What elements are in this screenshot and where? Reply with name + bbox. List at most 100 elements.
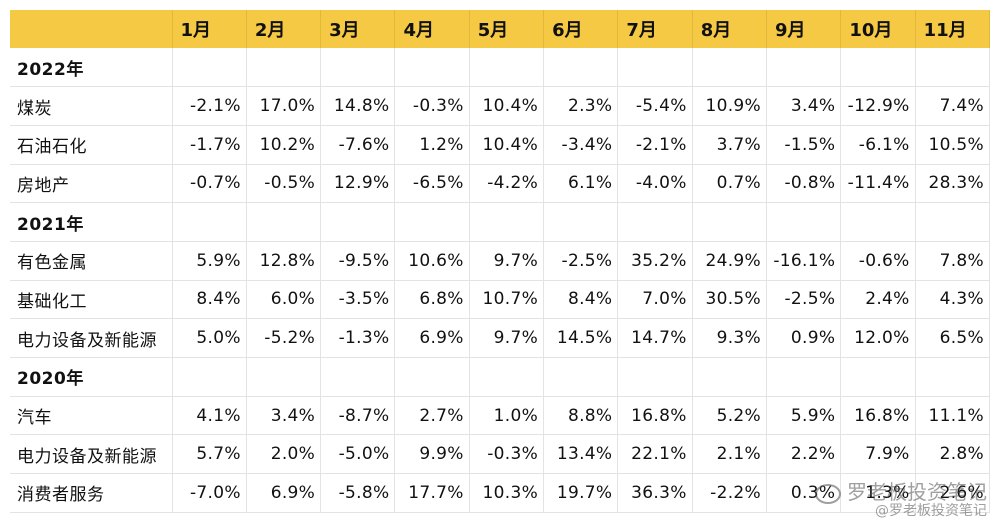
empty-cell <box>766 202 842 242</box>
value-cell: -3.4% <box>543 125 619 165</box>
value-cell: 13.4% <box>543 434 619 475</box>
value-cell: -2.1% <box>617 125 693 165</box>
value-cell: 6.0% <box>246 280 322 320</box>
header-cell: 5月 <box>469 10 545 48</box>
value-cell: -16.1% <box>766 241 842 281</box>
value-cell: -6.1% <box>840 125 916 165</box>
value-cell: 2.8% <box>915 434 991 475</box>
value-cell: 8.8% <box>543 396 619 436</box>
value-cell: 17.0% <box>246 86 322 126</box>
value-cell: 6.9% <box>246 473 322 513</box>
empty-cell <box>617 202 693 242</box>
value-cell: -0.7% <box>172 164 247 204</box>
value-cell: -11.4% <box>840 164 916 204</box>
sector-name: 有色金属 <box>10 241 173 281</box>
value-cell: 4.3% <box>915 280 991 320</box>
value-cell: -3.5% <box>320 280 396 320</box>
empty-cell <box>320 357 396 397</box>
table-row: 基础化工 8.4% 6.0% -3.5% 6.8% 10.7% 8.4% 7.0% 30.5% -… <box>10 280 991 320</box>
empty-cell <box>320 202 396 242</box>
value-cell: 24.9% <box>692 241 768 281</box>
value-cell: 1.0% <box>469 396 545 436</box>
empty-cell <box>617 357 693 397</box>
empty-cell <box>543 357 619 397</box>
value-cell: -2.1% <box>172 86 247 126</box>
empty-cell <box>246 202 322 242</box>
value-cell: 12.9% <box>320 164 396 204</box>
empty-cell <box>692 48 768 88</box>
table-row: 有色金属 5.9% 12.8% -9.5% 10.6% 9.7% -2.5% 35.2% 24.… <box>10 241 991 281</box>
empty-cell <box>246 357 322 397</box>
value-cell: -0.5% <box>246 164 322 204</box>
value-cell: -0.3% <box>469 434 545 475</box>
value-cell: 28.3% <box>915 164 991 204</box>
sector-name: 汽车 <box>10 396 173 436</box>
value-cell: 0.7% <box>692 164 768 204</box>
header-cell: 6月 <box>543 10 619 48</box>
value-cell: 8.4% <box>543 280 619 320</box>
year-label: 2021年 <box>10 202 173 242</box>
empty-cell <box>617 48 693 88</box>
table-row: 煤炭 -2.1% 17.0% 14.8% -0.3% 10.4% 2.3% -5.4% 10.9… <box>10 86 991 126</box>
year-row: 2022年 <box>10 48 991 88</box>
header-cell: 4月 <box>394 10 470 48</box>
sector-name: 消费者服务 <box>10 473 173 513</box>
value-cell: 30.5% <box>692 280 768 320</box>
value-cell: 10.2% <box>246 125 322 165</box>
value-cell: 9.3% <box>692 318 768 358</box>
value-cell: -9.5% <box>320 241 396 281</box>
value-cell: 14.5% <box>543 318 619 358</box>
value-cell: -0.6% <box>840 241 916 281</box>
value-cell: -2.5% <box>766 280 842 320</box>
year-row: 2021年 <box>10 202 991 242</box>
header-cell <box>10 10 173 48</box>
header-cell: 11月 <box>915 10 991 48</box>
value-cell: 6.5% <box>915 318 991 358</box>
sector-name: 电力设备及新能源 <box>10 434 173 475</box>
value-cell: -4.0% <box>617 164 693 204</box>
value-cell: 10.9% <box>692 86 768 126</box>
empty-cell <box>692 202 768 242</box>
sector-name: 石油石化 <box>10 125 173 165</box>
header-cell: 1月 <box>172 10 247 48</box>
value-cell: 10.7% <box>469 280 545 320</box>
value-cell: 7.8% <box>915 241 991 281</box>
empty-cell <box>915 202 991 242</box>
empty-cell <box>915 48 991 88</box>
value-cell: 2.1% <box>692 434 768 475</box>
value-cell: 6.9% <box>394 318 470 358</box>
value-cell: 2.4% <box>840 280 916 320</box>
empty-cell <box>394 48 470 88</box>
value-cell: 14.8% <box>320 86 396 126</box>
value-cell: -1.7% <box>172 125 247 165</box>
value-cell: -2.5% <box>543 241 619 281</box>
value-cell: -7.0% <box>172 473 247 513</box>
empty-cell <box>840 48 916 88</box>
value-cell: -2.2% <box>692 473 768 513</box>
table-row: 石油石化 -1.7% 10.2% -7.6% 1.2% 10.4% -3.4% -2.1% 3.… <box>10 125 991 165</box>
value-cell: 10.3% <box>469 473 545 513</box>
value-cell: 3.4% <box>246 396 322 436</box>
value-cell: 22.1% <box>617 434 693 475</box>
value-cell: -0.8% <box>766 164 842 204</box>
value-cell: 10.4% <box>469 86 545 126</box>
value-cell: 0.3% <box>766 473 842 513</box>
empty-cell <box>840 202 916 242</box>
value-cell: 5.9% <box>172 241 247 281</box>
empty-cell <box>394 202 470 242</box>
table-row: 房地产 -0.7% -0.5% 12.9% -6.5% -4.2% 6.1% -4.0% 0.7… <box>10 164 991 204</box>
value-cell: -12.9% <box>840 86 916 126</box>
value-cell: 5.7% <box>172 434 247 475</box>
value-cell: 5.9% <box>766 396 842 436</box>
value-cell: 4.1% <box>172 396 247 436</box>
value-cell: -6.5% <box>394 164 470 204</box>
value-cell: 12.0% <box>840 318 916 358</box>
empty-cell <box>320 48 396 88</box>
value-cell: 10.6% <box>394 241 470 281</box>
value-cell: 1.3% <box>840 473 916 513</box>
empty-cell <box>766 357 842 397</box>
empty-cell <box>469 48 545 88</box>
value-cell: -8.7% <box>320 396 396 436</box>
value-cell: 9.9% <box>394 434 470 475</box>
value-cell: 9.7% <box>469 241 545 281</box>
